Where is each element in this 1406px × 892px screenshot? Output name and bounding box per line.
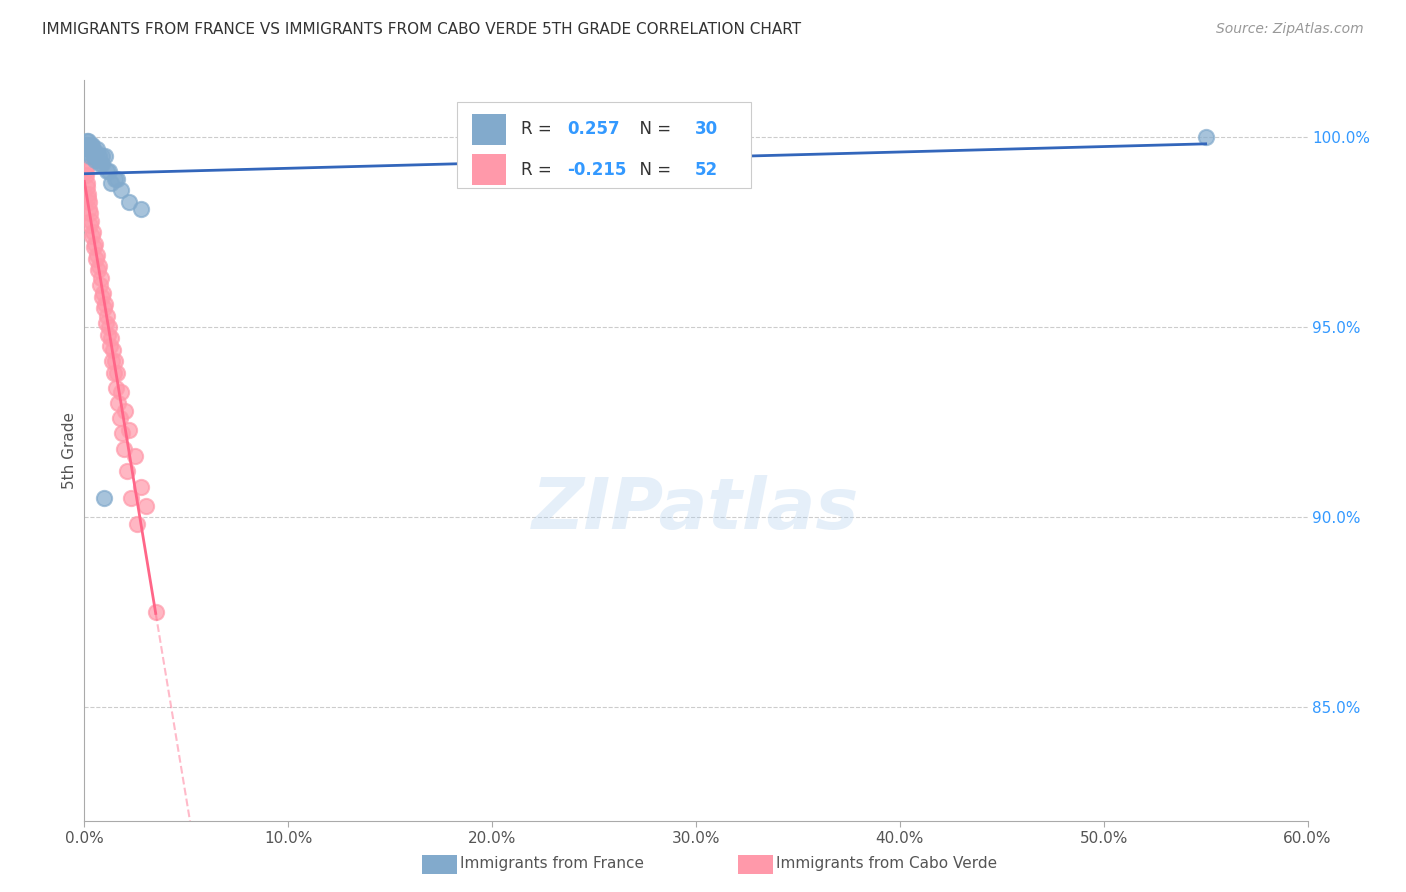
Point [83, 153, 105, 167]
Point [76, 134, 98, 148]
Point [93, 491, 115, 505]
Point [127, 517, 149, 532]
Point [79, 142, 101, 156]
Point [98, 339, 121, 353]
Point [111, 426, 134, 441]
Point [90, 270, 112, 285]
Point [110, 384, 132, 399]
Point [86, 248, 108, 262]
Point [124, 449, 146, 463]
Bar [472, 113, 506, 145]
Point [101, 354, 124, 368]
Point [79, 206, 101, 220]
Point [77, 134, 100, 148]
Point [87, 153, 110, 167]
Point [93, 301, 115, 315]
Point [82, 137, 104, 152]
Point [87, 260, 110, 274]
Point [118, 194, 141, 209]
Point [79, 149, 101, 163]
Point [83, 240, 105, 254]
Point [93, 149, 115, 163]
Point [107, 396, 129, 410]
Point [91, 149, 114, 163]
Point [114, 403, 136, 417]
Point [75, 137, 97, 152]
Point [82, 225, 104, 239]
Text: Source: ZipAtlas.com: Source: ZipAtlas.com [1216, 22, 1364, 37]
Point [91, 285, 114, 300]
Point [77, 142, 100, 156]
Point [108, 411, 131, 425]
Point [83, 149, 105, 163]
Point [104, 381, 127, 395]
Text: Immigrants from Cabo Verde: Immigrants from Cabo Verde [776, 856, 997, 871]
Text: 0.257: 0.257 [568, 120, 620, 138]
Text: -0.215: -0.215 [568, 161, 627, 179]
Point [76, 179, 98, 194]
Text: IMMIGRANTS FROM FRANCE VS IMMIGRANTS FROM CABO VERDE 5TH GRADE CORRELATION CHART: IMMIGRANTS FROM FRANCE VS IMMIGRANTS FRO… [42, 22, 801, 37]
Point [103, 366, 125, 380]
Text: 52: 52 [695, 161, 718, 179]
Text: Immigrants from France: Immigrants from France [460, 856, 644, 871]
Point [84, 252, 107, 266]
Point [131, 479, 153, 493]
Text: R =: R = [522, 120, 557, 138]
Point [94, 316, 117, 330]
Point [97, 320, 120, 334]
Y-axis label: 5th Grade: 5th Grade [62, 412, 77, 489]
Point [135, 499, 157, 513]
Point [115, 464, 138, 478]
Point [100, 331, 122, 345]
Point [97, 327, 120, 342]
Point [96, 164, 118, 178]
Point [79, 218, 101, 232]
Point [75, 164, 97, 178]
Point [77, 187, 100, 202]
Point [89, 278, 111, 293]
Point [104, 172, 127, 186]
Point [76, 145, 98, 160]
Point [87, 149, 110, 163]
Text: R =: R = [522, 161, 557, 179]
Point [104, 354, 127, 368]
Point [105, 366, 128, 380]
Bar [472, 154, 506, 186]
Point [80, 213, 103, 227]
Point [75, 161, 97, 175]
Point [80, 137, 103, 152]
Point [83, 236, 105, 251]
FancyBboxPatch shape [457, 103, 751, 187]
Point [120, 491, 142, 505]
Text: N =: N = [628, 161, 676, 179]
Point [93, 297, 115, 311]
Text: N =: N = [628, 120, 676, 138]
Point [1195, 130, 1218, 145]
Point [112, 442, 135, 456]
Point [90, 157, 112, 171]
Point [100, 176, 122, 190]
Point [75, 168, 97, 182]
Point [131, 202, 153, 217]
Point [86, 263, 108, 277]
Point [77, 191, 100, 205]
Point [118, 423, 141, 437]
Text: ZIPatlas: ZIPatlas [533, 475, 859, 544]
Point [89, 157, 111, 171]
Point [84, 145, 107, 160]
Point [76, 176, 98, 190]
Point [105, 172, 128, 186]
Point [82, 229, 104, 244]
Point [101, 343, 124, 357]
Point [86, 142, 108, 156]
Point [110, 183, 132, 197]
Text: 30: 30 [695, 120, 718, 138]
Point [77, 194, 100, 209]
Point [82, 145, 104, 160]
Point [90, 290, 112, 304]
Point [97, 164, 120, 178]
Point [96, 309, 118, 323]
Point [79, 202, 101, 217]
Point [145, 605, 167, 619]
